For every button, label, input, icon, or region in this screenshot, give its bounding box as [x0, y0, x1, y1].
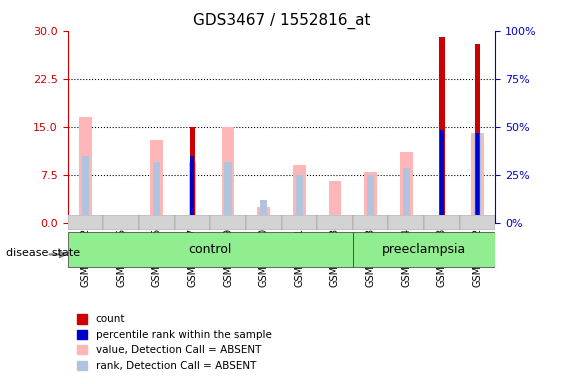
Bar — [103, 215, 139, 230]
Legend: count, percentile rank within the sample, value, Detection Call = ABSENT, rank, : count, percentile rank within the sample… — [73, 310, 276, 375]
Bar — [317, 215, 353, 230]
Bar — [175, 215, 210, 230]
Bar — [424, 215, 460, 230]
Bar — [282, 215, 317, 230]
Bar — [210, 215, 246, 230]
Bar — [440, 130, 444, 223]
Bar — [153, 162, 160, 223]
Bar — [246, 215, 282, 230]
Bar — [293, 165, 306, 223]
Bar — [189, 162, 196, 223]
FancyBboxPatch shape — [68, 232, 353, 267]
Bar — [475, 43, 480, 223]
Bar — [400, 152, 413, 223]
Bar — [224, 162, 232, 223]
FancyBboxPatch shape — [353, 232, 495, 267]
Bar — [260, 200, 267, 223]
Bar — [403, 168, 410, 223]
Bar — [364, 172, 377, 223]
Title: GDS3467 / 1552816_at: GDS3467 / 1552816_at — [193, 13, 370, 29]
Bar — [388, 215, 424, 230]
Bar — [329, 181, 341, 223]
Bar — [190, 156, 194, 223]
Bar — [150, 139, 163, 223]
Bar — [353, 215, 388, 230]
Bar — [222, 127, 234, 223]
Bar — [296, 175, 303, 223]
Bar — [460, 215, 495, 230]
Bar — [79, 117, 92, 223]
Text: disease state: disease state — [6, 248, 80, 258]
Bar — [68, 215, 103, 230]
Bar — [471, 133, 484, 223]
Bar — [439, 37, 445, 223]
Bar — [190, 127, 195, 223]
Bar — [367, 175, 374, 223]
Bar — [474, 133, 481, 223]
Bar — [476, 133, 480, 223]
Bar — [139, 215, 175, 230]
Text: control: control — [189, 243, 232, 256]
Text: preeclampsia: preeclampsia — [382, 243, 466, 256]
Bar — [257, 207, 270, 223]
Bar — [82, 156, 89, 223]
Bar — [117, 220, 125, 223]
